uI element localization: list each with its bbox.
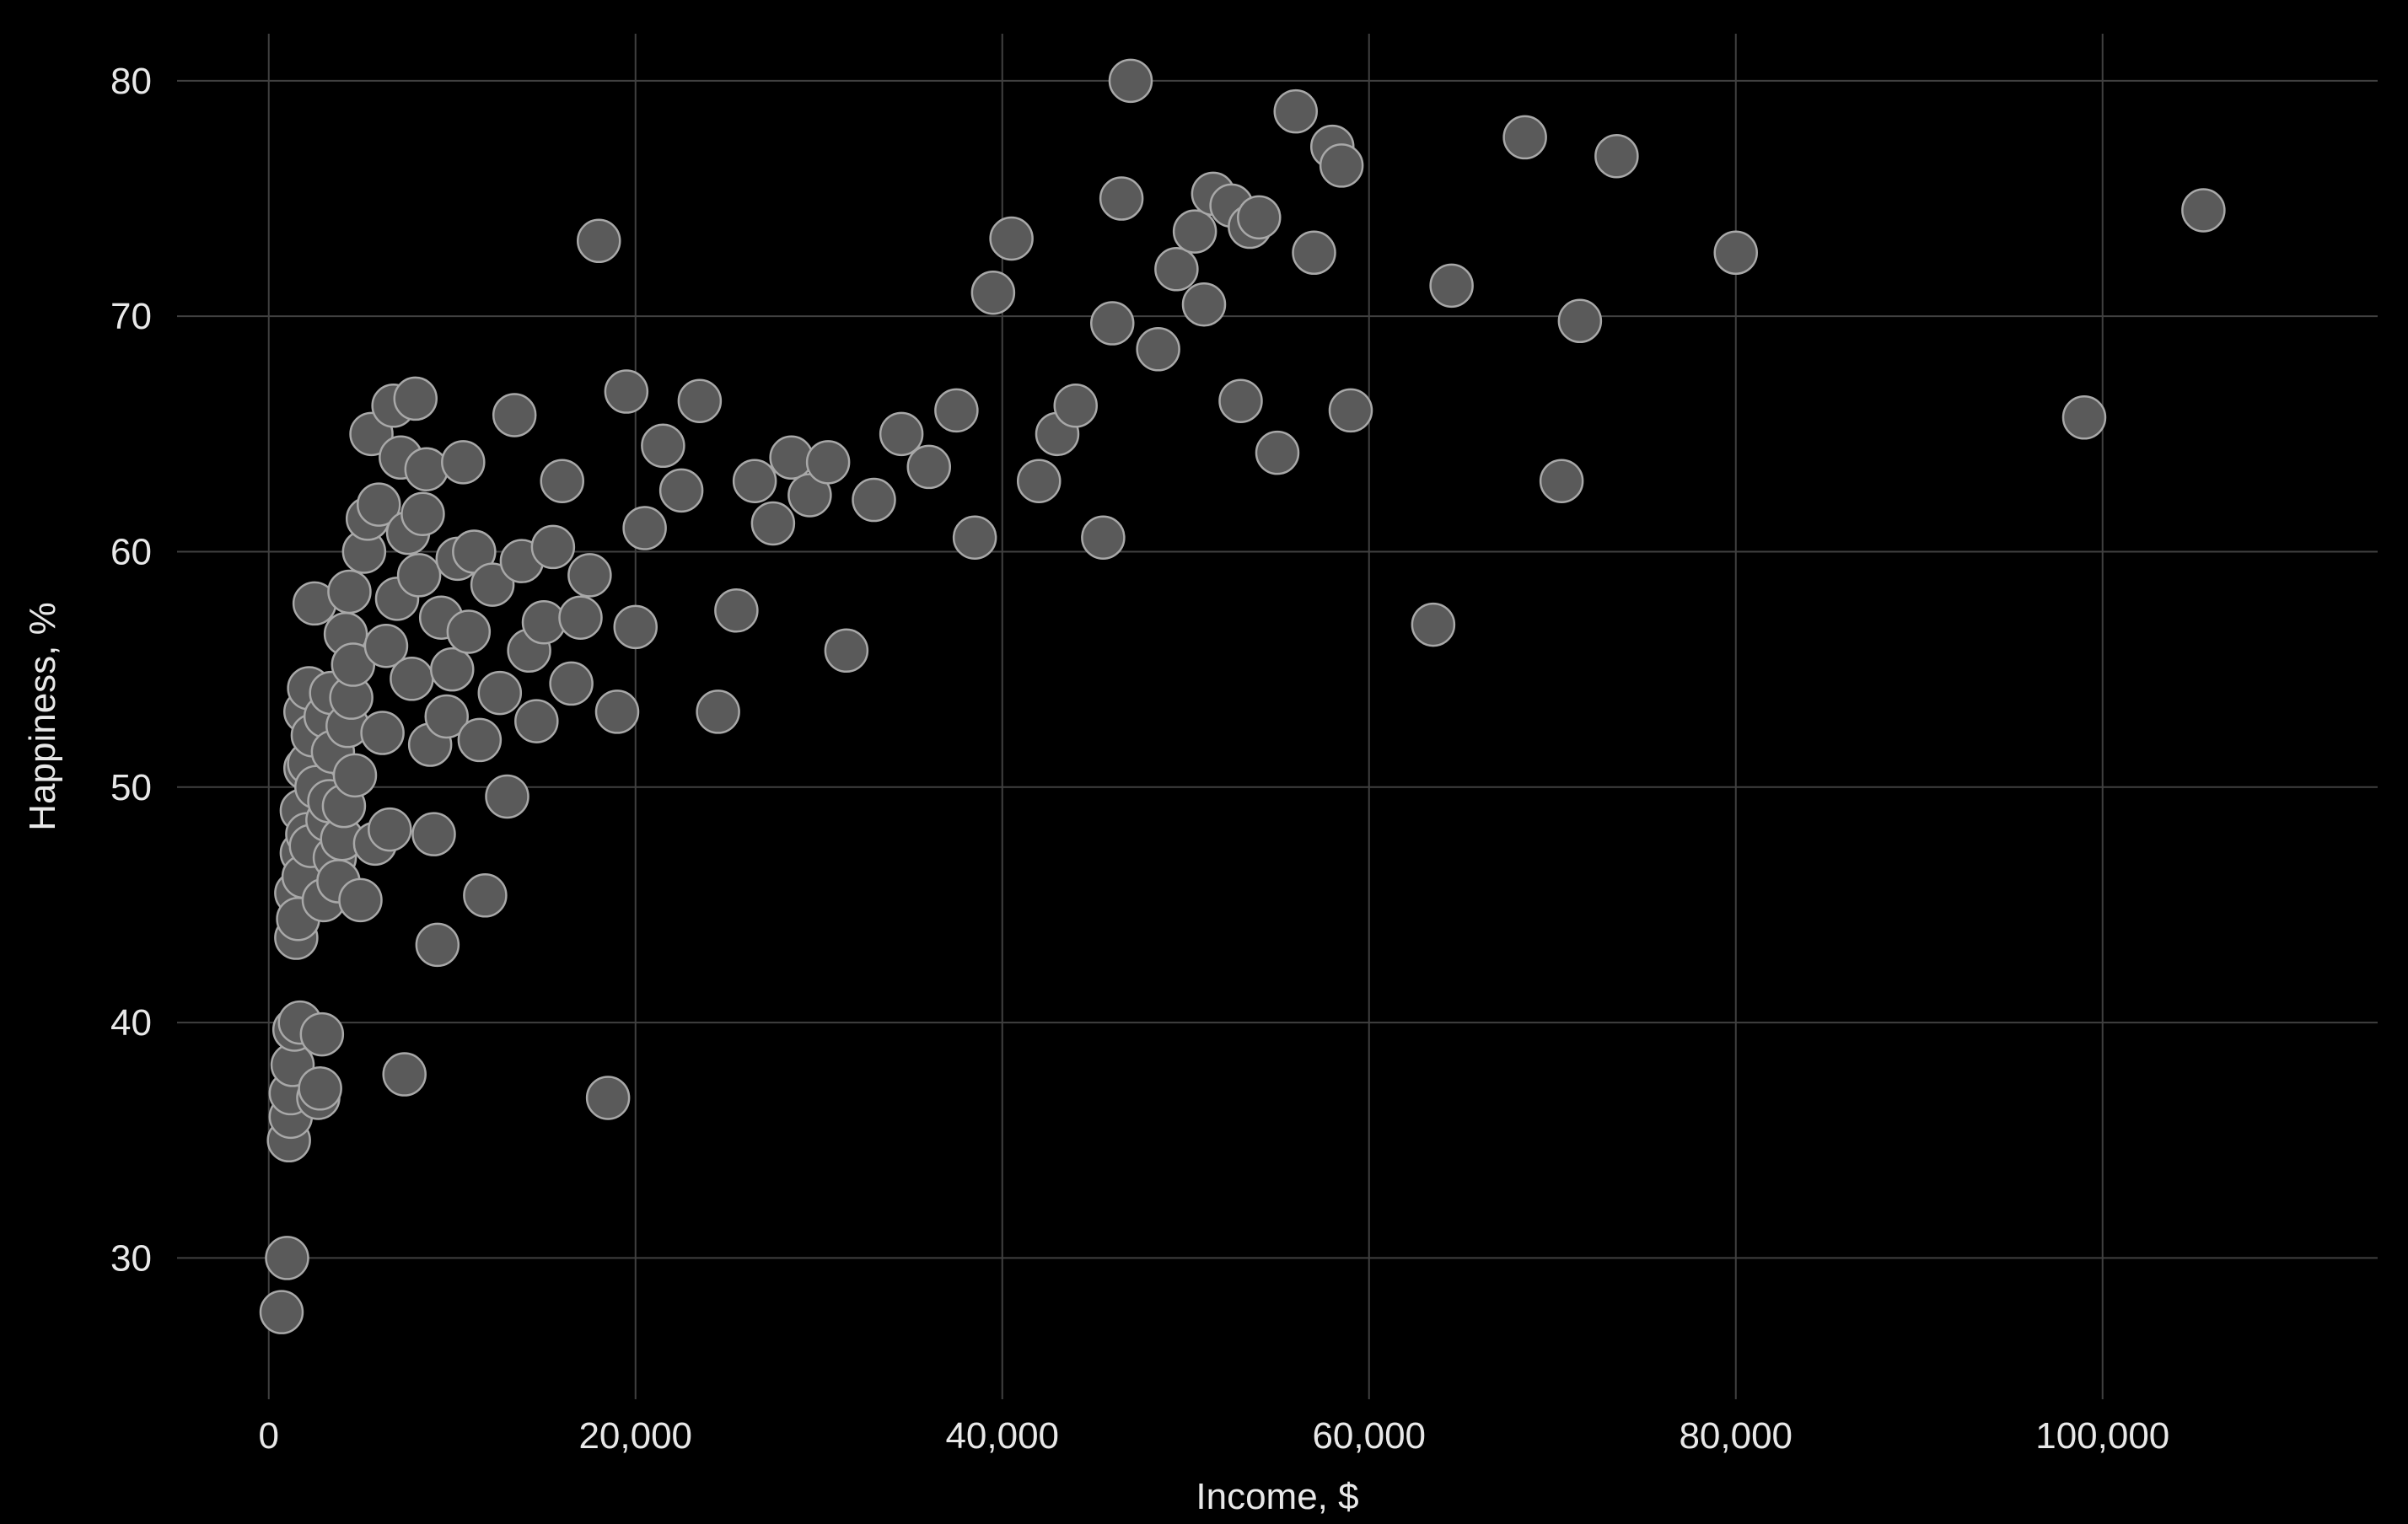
data-point xyxy=(334,754,376,797)
data-point xyxy=(880,413,922,455)
data-point xyxy=(2063,396,2105,438)
data-point xyxy=(1412,604,1454,646)
data-point xyxy=(642,425,684,467)
data-point xyxy=(401,493,443,535)
data-point xyxy=(479,672,521,714)
data-point xyxy=(825,630,868,672)
data-point xyxy=(1330,389,1372,432)
data-point xyxy=(587,1076,629,1119)
y-tick-label: 70 xyxy=(110,296,152,337)
data-point xyxy=(1293,232,1336,274)
data-point xyxy=(417,924,459,966)
data-point xyxy=(734,460,776,502)
data-point xyxy=(679,380,721,422)
data-point xyxy=(368,808,411,851)
data-point xyxy=(486,775,529,818)
data-point xyxy=(1715,232,1757,274)
data-point xyxy=(1100,178,1142,220)
x-tick-label: 80,000 xyxy=(1679,1415,1793,1457)
data-point xyxy=(395,378,437,420)
data-point xyxy=(266,1237,309,1279)
y-tick-label: 40 xyxy=(110,1002,152,1044)
y-tick-label: 50 xyxy=(110,767,152,808)
data-point xyxy=(596,690,638,732)
data-point xyxy=(1137,328,1180,370)
x-tick-label: 40,000 xyxy=(945,1415,1059,1457)
data-point xyxy=(328,571,370,613)
data-point xyxy=(431,648,473,690)
x-tick-label: 60,000 xyxy=(1312,1415,1426,1457)
data-point xyxy=(715,589,757,631)
data-point xyxy=(1174,211,1216,253)
data-point xyxy=(1110,60,1152,102)
data-point xyxy=(261,1291,303,1334)
data-point xyxy=(301,1013,343,1055)
data-point xyxy=(1055,384,1097,427)
data-point xyxy=(1431,265,1473,307)
data-point xyxy=(1220,380,1262,422)
data-point xyxy=(551,663,593,705)
data-point xyxy=(406,448,448,491)
data-point xyxy=(1504,116,1546,158)
data-point xyxy=(1082,517,1124,559)
x-tick-label: 0 xyxy=(259,1415,279,1457)
data-point xyxy=(2182,189,2224,231)
data-point xyxy=(935,389,977,432)
data-point xyxy=(442,441,484,483)
data-point xyxy=(972,271,1014,314)
data-point xyxy=(1155,248,1197,290)
data-point xyxy=(605,371,648,413)
data-point xyxy=(299,1067,341,1109)
data-point xyxy=(541,460,583,502)
data-point xyxy=(1559,300,1601,342)
data-point xyxy=(398,554,440,596)
data-point xyxy=(954,517,996,559)
data-point xyxy=(1275,90,1317,132)
data-point xyxy=(464,874,506,916)
data-point xyxy=(697,690,739,732)
y-tick-label: 30 xyxy=(110,1237,152,1279)
x-axis-label: Income, $ xyxy=(1196,1476,1358,1517)
data-point xyxy=(1256,432,1298,474)
y-tick-label: 60 xyxy=(110,531,152,572)
data-point xyxy=(1018,460,1060,502)
data-point xyxy=(493,394,535,436)
x-tick-label: 100,000 xyxy=(2035,1415,2169,1457)
data-point xyxy=(448,610,490,652)
data-point xyxy=(578,220,620,262)
data-point xyxy=(1238,196,1280,239)
data-point xyxy=(991,217,1033,260)
data-point xyxy=(853,479,895,521)
chart-svg: 0 20,000 40,000 60,000 80,000 100,000 30 40 50 60… xyxy=(0,0,2408,1524)
data-point xyxy=(384,1054,426,1096)
data-point xyxy=(1183,283,1225,325)
data-point xyxy=(1595,135,1637,177)
x-tick-label: 20,000 xyxy=(578,1415,692,1457)
data-point xyxy=(362,712,404,754)
data-point xyxy=(523,601,565,643)
data-point xyxy=(1320,144,1363,186)
data-point xyxy=(340,879,382,921)
data-point xyxy=(560,597,602,639)
y-tick-label: 80 xyxy=(110,61,152,102)
data-point xyxy=(615,606,657,648)
data-point xyxy=(908,446,950,488)
data-point xyxy=(752,502,794,545)
data-point xyxy=(515,700,557,743)
data-point xyxy=(390,657,433,700)
data-point xyxy=(624,507,666,550)
scatter-chart: 0 20,000 40,000 60,000 80,000 100,000 30 40 50 60… xyxy=(0,0,2408,1524)
data-point xyxy=(807,441,849,483)
data-point xyxy=(459,719,501,761)
data-point xyxy=(568,554,610,596)
data-point xyxy=(532,526,574,568)
data-point xyxy=(1540,460,1583,502)
data-point xyxy=(660,470,702,512)
data-point xyxy=(1091,303,1133,345)
data-point xyxy=(771,437,813,479)
y-axis-label: Happiness, % xyxy=(22,602,63,830)
data-point xyxy=(413,813,455,856)
